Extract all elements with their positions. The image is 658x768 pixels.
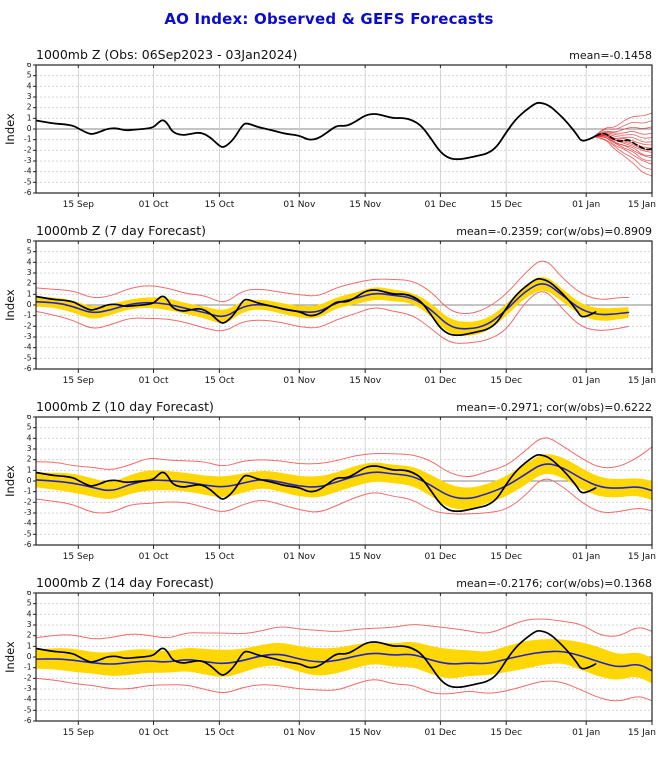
panel-observed-header: 1000mb Z (Obs: 06Sep2023 - 03Jan2024) me… — [0, 46, 658, 63]
panel-forecast-14day-plot — [0, 591, 658, 739]
panel-forecast-10day-header: 1000mb Z (10 day Forecast) mean=-0.2971;… — [0, 398, 658, 415]
panel-forecast-7day: 1000mb Z (7 day Forecast) mean=-0.2359; … — [0, 222, 658, 387]
panel-observed-title: 1000mb Z (Obs: 06Sep2023 - 03Jan2024) — [36, 47, 298, 62]
panel-forecast-10day-plot — [0, 415, 658, 563]
ao-index-page: AO Index: Observed & GEFS Forecasts 1000… — [0, 10, 658, 739]
panel-forecast-10day: 1000mb Z (10 day Forecast) mean=-0.2971;… — [0, 398, 658, 563]
panel-observed-stats: mean=-0.1458 — [569, 49, 652, 62]
panel-observed-plot — [0, 63, 658, 211]
panel-forecast-14day-stats: mean=-0.2176; cor(w/obs)=0.1368 — [456, 577, 652, 590]
panel-forecast-14day-title: 1000mb Z (14 day Forecast) — [36, 575, 214, 590]
panel-forecast-7day-header: 1000mb Z (7 day Forecast) mean=-0.2359; … — [0, 222, 658, 239]
panel-forecast-7day-stats: mean=-0.2359; cor(w/obs)=0.8909 — [456, 225, 652, 238]
panel-forecast-14day-header: 1000mb Z (14 day Forecast) mean=-0.2176;… — [0, 574, 658, 591]
panel-forecast-10day-title: 1000mb Z (10 day Forecast) — [36, 399, 214, 414]
panel-forecast-7day-title: 1000mb Z (7 day Forecast) — [36, 223, 206, 238]
page-title: AO Index: Observed & GEFS Forecasts — [164, 10, 494, 28]
panel-forecast-7day-plot — [0, 239, 658, 387]
panel-observed: 1000mb Z (Obs: 06Sep2023 - 03Jan2024) me… — [0, 46, 658, 211]
panel-forecast-10day-stats: mean=-0.2971; cor(w/obs)=0.6222 — [456, 401, 652, 414]
panel-forecast-14day: 1000mb Z (14 day Forecast) mean=-0.2176;… — [0, 574, 658, 739]
